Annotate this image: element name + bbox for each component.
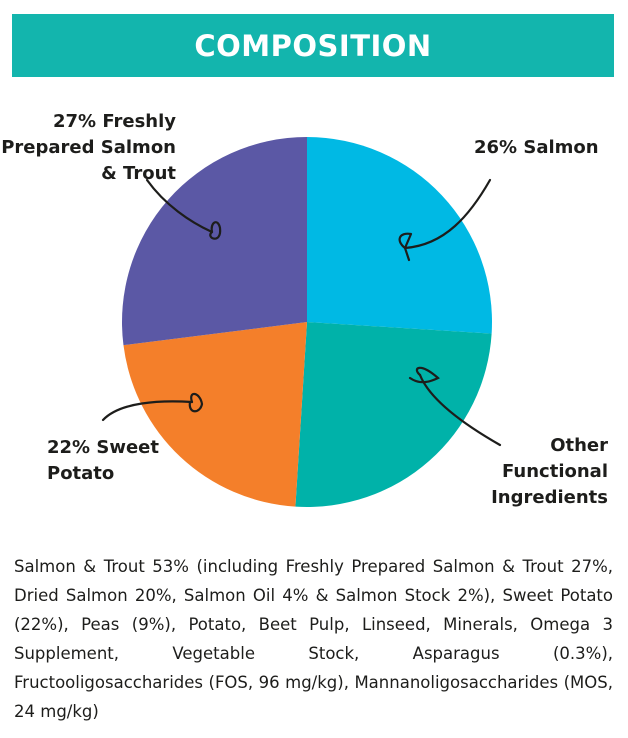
composition-header: COMPOSITION	[12, 14, 614, 77]
pie-slice-other-functional-ingredients	[295, 322, 492, 507]
label-salmon: 26% Salmon	[474, 137, 599, 158]
label-sweet-potato: 22% Sweet Potato	[47, 437, 159, 484]
arrow-other-icon	[408, 366, 502, 447]
arrow-salmon-icon	[398, 178, 492, 262]
composition-description: Salmon & Trout 53% (including Freshly Pr…	[14, 557, 613, 721]
pie-slice-sweet-potato	[123, 322, 308, 507]
pie-slice-salmon	[307, 137, 492, 334]
header-title: COMPOSITION	[194, 28, 432, 63]
arrow-sweet-potato-icon	[101, 392, 204, 422]
pie-chart	[101, 137, 502, 507]
pie-slice-freshly-prepared-salmon-trout	[121, 137, 307, 346]
arrow-freshly-prepared-icon	[145, 178, 222, 240]
label-freshly-prepared-salmon-trout: 27% Freshly Prepared Salmon & Trout	[1, 111, 176, 184]
label-other-functional-ingredients: Other Functional Ingredients	[491, 435, 608, 508]
